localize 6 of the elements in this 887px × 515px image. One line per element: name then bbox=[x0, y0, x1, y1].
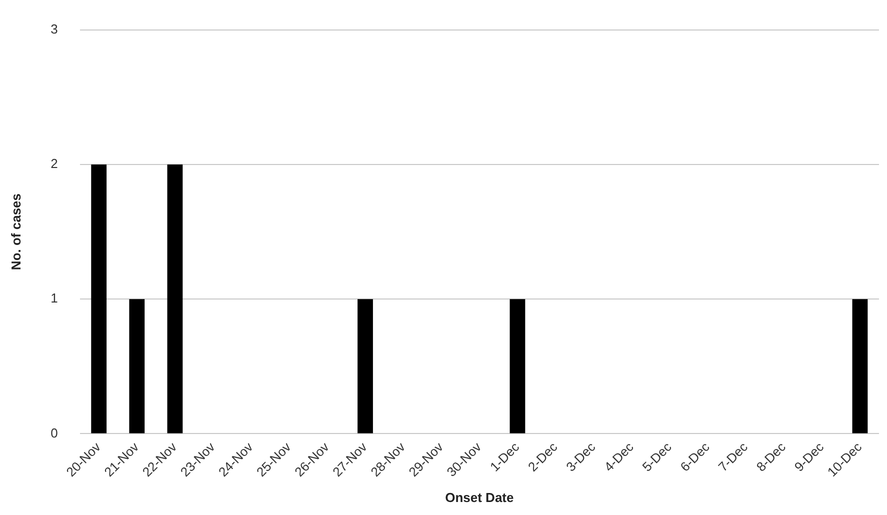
y-axis-title: No. of cases bbox=[8, 193, 24, 270]
y-tick-label: 2 bbox=[50, 156, 58, 172]
x-axis-title: Onset Date bbox=[445, 490, 514, 505]
y-tick-label: 3 bbox=[50, 21, 58, 36]
y-tick-label: 1 bbox=[50, 290, 58, 306]
y-tick-label: 0 bbox=[50, 425, 58, 440]
